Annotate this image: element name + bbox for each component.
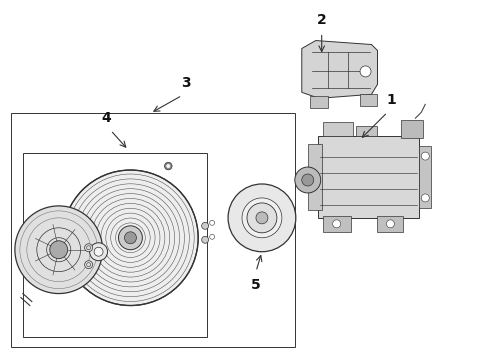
Bar <box>356 126 377 136</box>
Bar <box>23 153 207 337</box>
Circle shape <box>421 194 429 202</box>
Bar <box>419 146 431 208</box>
Circle shape <box>165 162 172 170</box>
Circle shape <box>242 198 282 238</box>
Circle shape <box>119 226 143 250</box>
Circle shape <box>94 247 103 256</box>
Circle shape <box>124 232 136 244</box>
Circle shape <box>167 165 170 168</box>
Circle shape <box>333 220 341 228</box>
Bar <box>310 96 328 108</box>
Circle shape <box>421 152 429 160</box>
Text: 5: 5 <box>251 278 261 292</box>
Circle shape <box>63 170 198 306</box>
Bar <box>323 216 350 232</box>
Text: 1: 1 <box>387 93 396 107</box>
Polygon shape <box>302 41 377 98</box>
Circle shape <box>302 174 314 186</box>
Circle shape <box>360 66 371 77</box>
Circle shape <box>228 184 296 252</box>
Text: 3: 3 <box>181 76 191 90</box>
Bar <box>323 122 353 136</box>
Circle shape <box>202 236 209 243</box>
Circle shape <box>90 243 107 261</box>
Circle shape <box>50 241 68 259</box>
Circle shape <box>256 212 268 224</box>
Circle shape <box>85 261 93 269</box>
Bar <box>318 136 419 218</box>
Circle shape <box>85 244 93 252</box>
Bar <box>377 216 403 232</box>
Text: 2: 2 <box>317 13 326 27</box>
Circle shape <box>247 203 277 233</box>
Bar <box>11 113 295 347</box>
Circle shape <box>295 167 321 193</box>
Bar <box>308 144 322 210</box>
Circle shape <box>15 206 102 293</box>
Circle shape <box>202 222 209 229</box>
Bar <box>401 120 423 138</box>
Bar <box>360 94 377 106</box>
Text: 4: 4 <box>101 111 111 125</box>
Circle shape <box>387 220 394 228</box>
